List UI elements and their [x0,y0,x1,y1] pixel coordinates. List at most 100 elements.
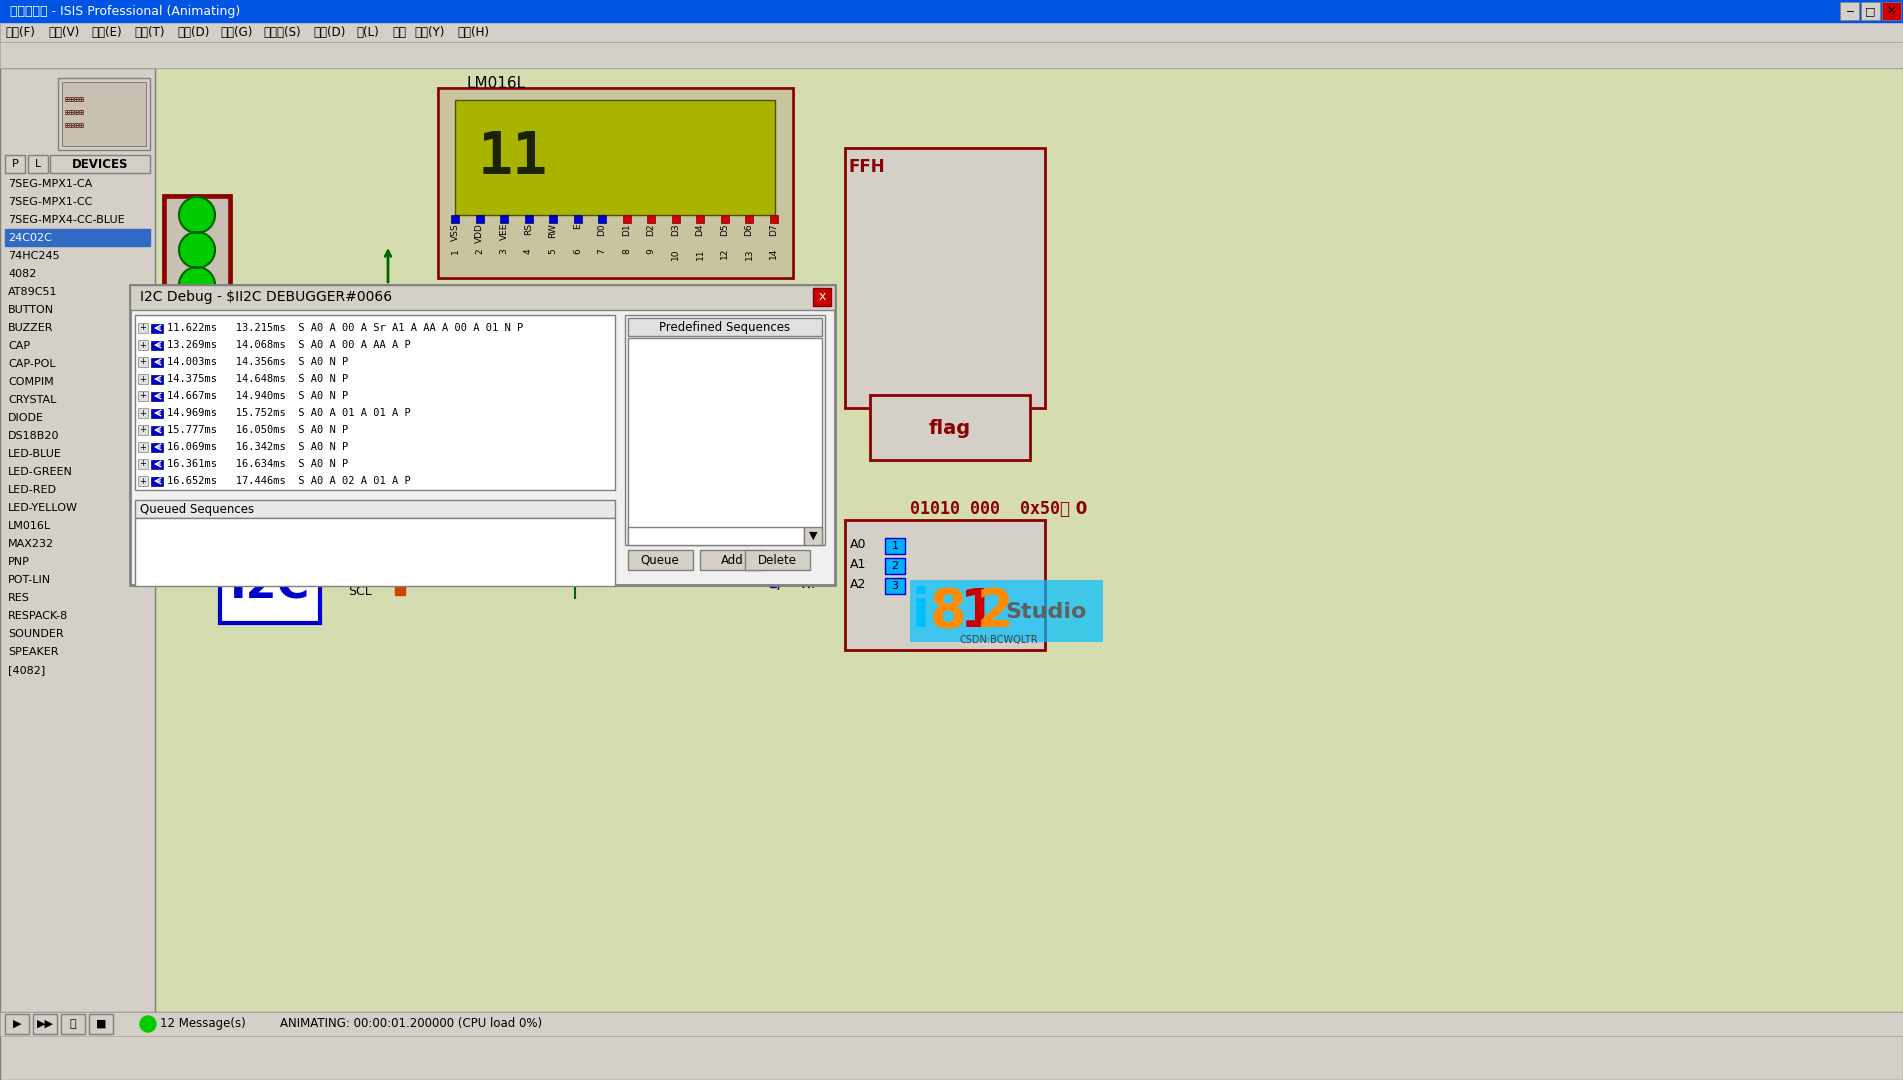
Bar [6,1014,29,1034]
Bar [150,426,164,435]
Bar [455,100,775,215]
Text: +: + [139,408,147,418]
Bar [63,82,147,146]
Text: A0: A0 [851,538,866,551]
Bar [139,426,148,435]
Text: 3: 3 [499,248,508,254]
Text: 74HC245: 74HC245 [8,251,59,261]
Text: 13.269ms   14.068ms  S A0 A 00 A AA A P: 13.269ms 14.068ms S A0 A 00 A AA A P [167,340,411,350]
Bar [61,1014,86,1034]
Bar [150,341,164,350]
Text: SDA: SDA [348,557,373,570]
Bar [548,215,558,222]
Text: Add: Add [721,553,744,567]
Text: ⊞⊞⊞⊞: ⊞⊞⊞⊞ [65,121,86,130]
Text: RS: RS [523,222,533,235]
Bar [139,391,148,401]
Text: Queued Sequences: Queued Sequences [141,502,255,515]
Bar [700,550,765,570]
Bar [129,285,835,585]
Bar [598,215,605,222]
Text: 2: 2 [976,586,1014,638]
Text: 3: 3 [891,581,898,591]
Text: 16.069ms   16.342ms  S A0 N P: 16.069ms 16.342ms S A0 N P [167,442,348,453]
Text: PNP: PNP [8,557,30,567]
Text: x: x [818,291,826,303]
Text: FFH: FFH [849,158,885,176]
Text: +: + [139,426,147,434]
Bar [135,518,615,586]
Text: ⊞⊞⊞⊞: ⊞⊞⊞⊞ [65,108,86,117]
Text: 系统(Y): 系统(Y) [415,26,445,39]
Text: LED-GREEN: LED-GREEN [8,467,72,477]
Bar [139,459,148,469]
Bar [129,285,835,310]
Bar [721,215,729,222]
Text: ■: ■ [95,1020,107,1029]
Text: Studio: Studio [1005,602,1087,622]
Circle shape [141,1016,156,1032]
Text: ▼: ▼ [809,531,816,541]
Text: ⊞⊞⊞⊞: ⊞⊞⊞⊞ [65,95,86,104]
Text: ▶▶: ▶▶ [36,1020,53,1029]
Text: A1: A1 [851,558,866,571]
Text: +: + [139,459,147,469]
Text: MAX232: MAX232 [8,539,53,549]
Text: 5: 5 [775,555,782,568]
Text: 7SEG-MPX1-CC: 7SEG-MPX1-CC [8,197,93,207]
Text: 1: 1 [451,248,459,254]
Circle shape [179,302,215,338]
Bar [139,374,148,384]
Bar [628,318,822,336]
Text: SCL: SCL [348,585,371,598]
Text: 2: 2 [476,248,483,254]
Bar [164,195,230,475]
Bar [150,477,164,486]
Bar [440,90,792,276]
Text: 文件(F): 文件(F) [6,26,34,39]
Bar [744,550,811,570]
Bar [525,215,533,222]
Text: RESPACK-8: RESPACK-8 [8,611,69,621]
Text: 11: 11 [478,129,548,186]
Text: 查看(V): 查看(V) [48,26,80,39]
Text: BUTTON: BUTTON [8,305,53,315]
Text: D4: D4 [695,222,704,235]
Text: +: + [139,340,147,350]
Text: D5: D5 [719,222,729,235]
Text: 24C02C: 24C02C [8,233,51,243]
Text: CAP-POL: CAP-POL [8,359,55,369]
Text: 7: 7 [775,580,782,593]
Text: VDD: VDD [476,222,483,243]
Bar [139,408,148,418]
Text: 16.652ms   17.446ms  S A0 A 02 A 01 A P: 16.652ms 17.446ms S A0 A 02 A 01 A P [167,476,411,486]
Bar [771,581,776,588]
Bar [476,215,483,222]
Text: DS18B20: DS18B20 [8,431,59,441]
Bar [845,148,1045,408]
Text: LED-YELLOW: LED-YELLOW [8,503,78,513]
Bar [438,87,794,278]
Text: 11: 11 [695,248,704,259]
Bar [803,527,822,545]
Text: E: E [573,222,582,229]
Text: ANIMATING: 00:00:01.200000 (CPU load 0%): ANIMATING: 00:00:01.200000 (CPU load 0%) [280,1017,542,1030]
Text: +: + [139,391,147,401]
Text: 16.361ms   16.634ms  S A0 N P: 16.361ms 16.634ms S A0 N P [167,459,348,469]
Text: D7: D7 [769,222,778,235]
Bar [628,338,822,544]
Text: 14.003ms   14.356ms  S A0 N P: 14.003ms 14.356ms S A0 N P [167,357,348,367]
Text: Delete: Delete [757,553,797,567]
Text: ▶: ▶ [13,1020,21,1029]
Text: AT89C51: AT89C51 [8,287,57,297]
Text: 4: 4 [523,248,533,254]
Text: 14.375ms   14.648ms  S A0 N P: 14.375ms 14.648ms S A0 N P [167,374,348,384]
Text: Queue: Queue [641,553,679,567]
Text: D3: D3 [672,222,679,235]
Text: COMPIM: COMPIM [8,377,53,387]
Circle shape [179,367,215,403]
Text: i: i [912,586,931,638]
Bar [910,580,1104,642]
Text: 11.622ms   13.215ms  S A0 A 00 A Sr A1 A AA A 00 A 01 N P: 11.622ms 13.215ms S A0 A 00 A Sr A1 A AA… [167,323,523,333]
Text: SPEAKER: SPEAKER [8,647,59,657]
